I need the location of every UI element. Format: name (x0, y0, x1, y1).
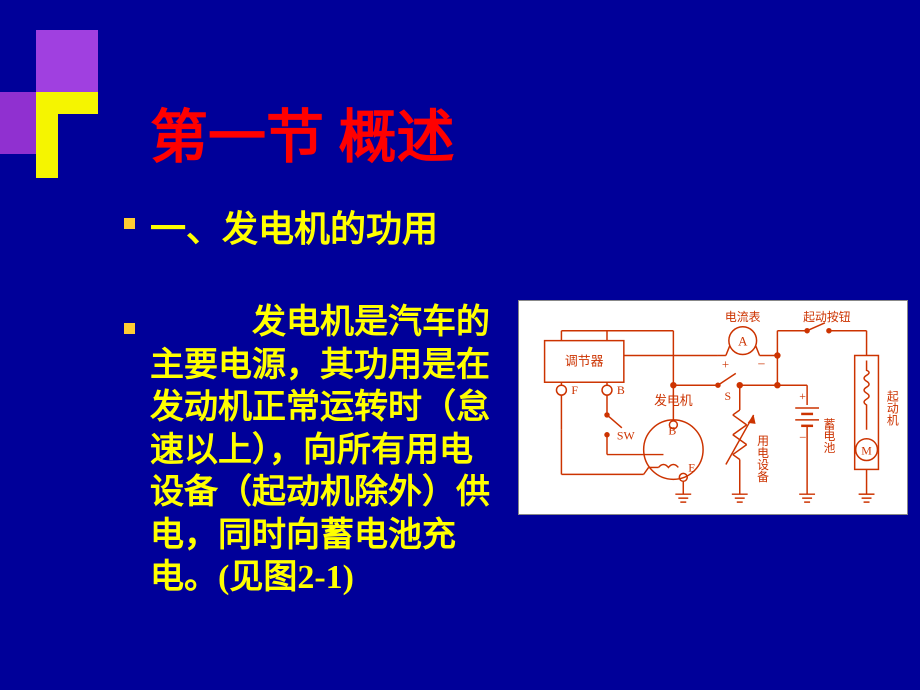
label-plus: + (722, 357, 729, 371)
label-starter: 起动机 (885, 390, 899, 426)
label-plus2: + (799, 389, 806, 403)
circuit-diagram: 调节器 F B SW 发电机 B (518, 300, 908, 515)
label-e: E (688, 460, 695, 474)
bullet-icon (124, 323, 135, 334)
body-paragraph: 发电机是汽车的主要电源，其功用是在发动机正常运转时（怠速以上），向所有用电设备（… (150, 302, 500, 600)
purple-square-bottom (0, 92, 36, 154)
corner-decoration (0, 0, 140, 180)
label-s: S (725, 389, 732, 403)
label-startbtn: 起动按钮 (803, 310, 851, 324)
slide-title: 第一节 概述 (150, 90, 455, 174)
section-heading: 一、发电机的功用 (150, 200, 438, 252)
label-sw: SW (617, 429, 636, 443)
label-minus2: − (799, 431, 806, 445)
label-battery: 蓄电池 (822, 418, 836, 454)
purple-square-top (36, 30, 98, 92)
label-ammeter: 电流表 (725, 310, 761, 324)
label-m: M (861, 444, 872, 458)
label-b1: B (617, 383, 625, 397)
bullet-icon (124, 218, 135, 229)
label-regulator: 调节器 (565, 354, 604, 368)
label-a: A (738, 335, 748, 349)
label-f1: F (571, 383, 578, 397)
label-load: 用电设备 (756, 435, 770, 483)
label-minus: − (758, 356, 766, 371)
yellow-bar-vertical (36, 92, 58, 178)
